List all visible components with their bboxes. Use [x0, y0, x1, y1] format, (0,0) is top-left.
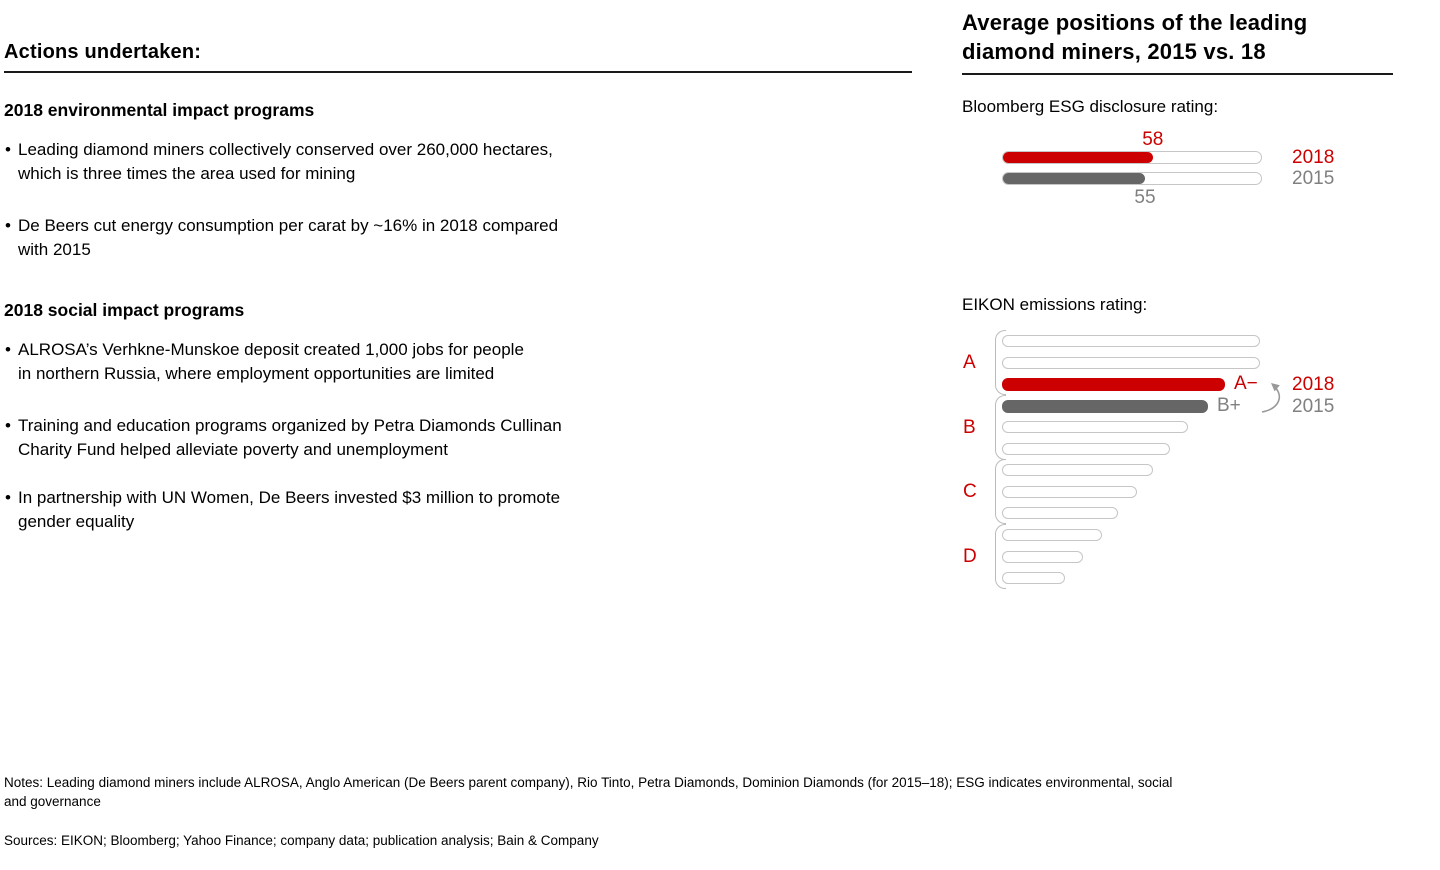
left-column: Actions undertaken: 2018 environmental i… — [4, 0, 912, 534]
bullet-item: • Leading diamond miners collectively con… — [4, 138, 912, 186]
chart-column-title: Average positions of the leading diamond… — [962, 10, 1308, 64]
legend-2015: 2015 — [1292, 396, 1335, 417]
right-column: Average positions of the leading diamond… — [962, 0, 1440, 750]
footer-notes: Notes: Leading diamond miners include AL… — [4, 753, 1438, 870]
legend-2018: 2018 — [1292, 147, 1335, 168]
left-column-title: Actions undertaken: — [4, 41, 202, 63]
ladder-bar-A+ — [1002, 335, 1260, 347]
bullet-icon: • — [5, 340, 11, 359]
bullet-icon: • — [5, 416, 11, 435]
legend-2015: 2015 — [1292, 168, 1335, 189]
left-title-rule — [4, 71, 912, 73]
grade-bracket-D — [995, 524, 1006, 589]
ladder-bar-B — [1002, 421, 1188, 433]
grade-marker-2018: A− — [1234, 373, 1258, 394]
ladder-bar-C− — [1002, 507, 1118, 519]
grade-letter-B: B — [963, 416, 976, 438]
grade-bracket-C — [995, 459, 1006, 524]
grade-letter-C: C — [963, 480, 977, 502]
rating-track-2018 — [1002, 151, 1262, 164]
bullet-item: • Training and education programs organiz… — [4, 414, 912, 462]
ladder-bar-D — [1002, 551, 1083, 563]
bullet-text: De Beers cut energy consumption per cara… — [18, 216, 559, 259]
eikon-chart-title: EIKON emissions rating: — [962, 295, 1148, 314]
value-label-2018: 58 — [1142, 129, 1164, 150]
ladder-bar-C — [1002, 486, 1137, 498]
ladder-bar-C+ — [1002, 464, 1153, 476]
legend-2018: 2018 — [1292, 374, 1335, 395]
section-heading-social: 2018 social impact programs — [4, 300, 245, 320]
bullet-item: • ALROSA’s Verhkne-Munskoe deposit create… — [4, 338, 912, 386]
ladder-bar-D− — [1002, 572, 1065, 584]
right-title-rule — [962, 73, 1393, 75]
bloomberg-chart-title: Bloomberg ESG disclosure rating: — [962, 97, 1219, 116]
social-bullet-list: • ALROSA’s Verhkne-Munskoe deposit create… — [4, 338, 912, 534]
notes-text: Notes: Leading diamond miners include AL… — [4, 774, 1173, 810]
grade-letter-D: D — [963, 545, 977, 567]
environmental-bullet-list: • Leading diamond miners collectively con… — [4, 138, 912, 262]
bullet-item: • In partnership with UN Women, De Beers … — [4, 486, 912, 534]
ladder-bar-D+ — [1002, 529, 1102, 541]
grade-letter-A: A — [963, 351, 976, 373]
grade-bracket-B — [995, 395, 1006, 460]
rating-bar-2015 — [1002, 400, 1208, 413]
bullet-icon: • — [5, 488, 11, 507]
grade-bracket-A — [995, 330, 1006, 395]
section-social: 2018 social impact programs • ALROSA’s Ve… — [4, 298, 912, 534]
bullet-icon: • — [5, 216, 11, 235]
ladder-bar-A — [1002, 357, 1260, 369]
rating-bar-2018 — [1002, 378, 1225, 391]
value-label-2015: 55 — [1134, 187, 1156, 208]
bullet-text: Leading diamond miners collectively cons… — [18, 140, 553, 183]
ladder-bar-B− — [1002, 443, 1170, 455]
bullet-text: In partnership with UN Women, De Beers i… — [18, 488, 561, 531]
bullet-icon: • — [5, 140, 11, 159]
bloomberg-esg-chart: Bloomberg ESG disclosure rating: 58 2018 5… — [962, 96, 1440, 226]
eikon-emissions-chart: EIKON emissions rating: A− B+ A B C D 2018 2015 — [962, 294, 1440, 604]
rating-fill-2015 — [1003, 173, 1145, 184]
sources-text: Sources: EIKON; Bloomberg; Yahoo Finance… — [4, 833, 599, 848]
change-arrow-icon — [1261, 383, 1281, 413]
grade-marker-2015: B+ — [1217, 395, 1241, 416]
section-environmental: 2018 environmental impact programs • Lead… — [4, 98, 912, 262]
rating-track-2015 — [1002, 172, 1262, 185]
rating-fill-2018 — [1003, 152, 1153, 163]
section-heading-environmental: 2018 environmental impact programs — [4, 100, 315, 120]
bullet-text: ALROSA’s Verhkne-Munskoe deposit created… — [18, 340, 524, 383]
bullet-text: Training and education programs organize… — [18, 416, 562, 459]
bullet-item: • De Beers cut energy consumption per car… — [4, 214, 912, 262]
